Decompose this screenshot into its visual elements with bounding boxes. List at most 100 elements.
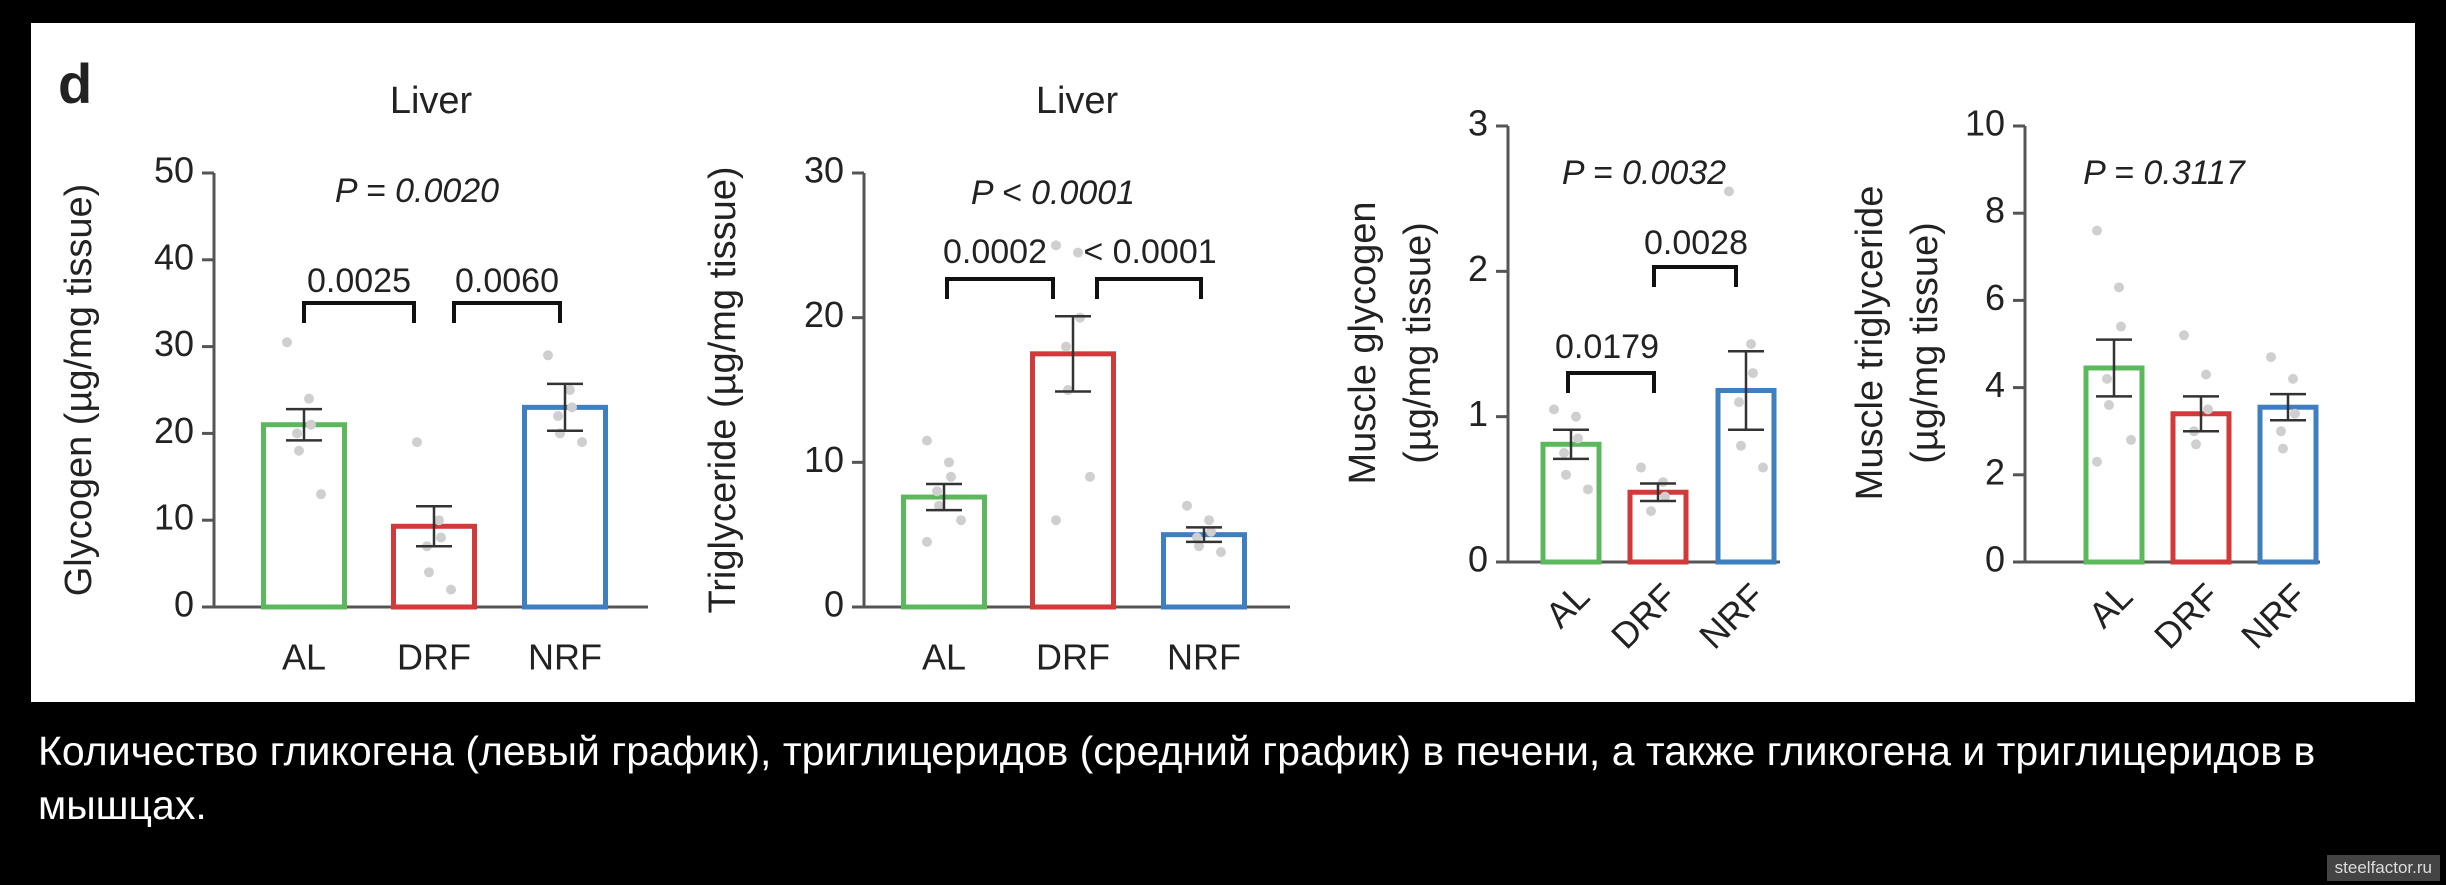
data-point [1646,506,1656,517]
data-point [1571,411,1581,422]
significance-bracket [452,301,562,323]
data-point [944,457,954,468]
data-point [2092,225,2102,236]
data-point [1658,477,1668,488]
annotation: 0.0028 [1644,224,1748,262]
data-point [543,350,553,361]
data-point [1075,312,1085,323]
data-point [294,445,304,456]
data-point [2104,400,2114,411]
data-point [567,402,577,413]
data-point [1660,491,1670,502]
data-point [1758,462,1768,473]
annotation: 0.0025 [307,262,411,300]
y-tick-label: 6 [1985,277,2005,318]
x-tick-label: AL [282,637,326,678]
data-point [2102,373,2112,384]
x-tick-label: DRF [397,637,471,678]
data-point [424,567,434,578]
data-point [1194,541,1204,552]
data-point [1061,341,1071,352]
significance-bracket [1095,277,1203,299]
y-tick-label: 40 [154,236,194,277]
data-point [1063,385,1073,395]
data-point [2092,456,2102,467]
data-point [1561,469,1571,480]
data-point [282,337,292,348]
data-point [2288,373,2298,384]
data-point [577,437,587,448]
data-point [1182,500,1192,511]
data-point [565,385,575,395]
data-point [292,428,302,439]
data-point [1206,526,1216,537]
data-point [1204,515,1214,526]
significance-bracket [945,277,1055,299]
data-point [1216,547,1226,558]
data-point [956,515,966,526]
data-point [2201,369,2211,380]
y-tick-label: 2 [1468,248,1488,289]
data-point [2126,434,2136,445]
data-point [2116,321,2126,332]
data-point [2203,404,2213,415]
annotation: P = 0.3117 [2083,154,2246,192]
y-tick-label: 3 [1468,103,1488,144]
chart-title: Liver [390,80,473,122]
caption: Количество гликогена (левый график), три… [38,728,2316,828]
data-point [922,536,932,547]
y-axis-label: Muscle triglyceride [1849,186,1891,501]
significance-bracket [302,301,416,323]
data-point [1073,247,1083,258]
y-tick-label: 1 [1468,393,1488,434]
data-point [1573,433,1583,444]
y-tick-label: 20 [154,410,194,451]
x-tick-label: NRF [528,637,602,678]
significance-bracket [1566,371,1656,393]
y-axis-label: Triglyceride (µg/mg tissue) [702,166,744,613]
data-point [1583,484,1593,495]
data-point [946,471,956,482]
bar [2170,411,2232,565]
data-point [316,489,326,500]
y-tick-label: 2 [1985,451,2005,492]
data-point [1192,532,1202,543]
significance-bracket [1652,265,1738,287]
y-tick-label: 0 [1985,539,2005,580]
data-point [434,515,444,526]
data-point [2290,408,2300,419]
data-point [934,500,944,511]
y-tick-label: 50 [154,150,194,191]
data-point [1736,440,1746,451]
annotation: 0.0060 [455,262,559,300]
data-point [1636,462,1646,473]
data-point [1549,404,1559,415]
y-tick-label: 0 [824,584,844,625]
annotation: P = 0.0032 [1562,154,1726,192]
data-point [436,532,446,543]
bar [901,494,987,610]
y-axis-label: Muscle glycogen [1342,201,1384,484]
data-point [2114,282,2124,293]
y-tick-label: 30 [154,323,194,364]
panel-label: d [58,52,92,115]
data-point [1051,240,1061,251]
bar [1161,532,1247,610]
y-tick-label: 0 [174,584,194,625]
y-tick-label: 30 [804,150,844,191]
chart-title: Liver [1036,80,1119,122]
bar [2083,365,2145,565]
data-point [932,486,942,497]
data-point [553,411,563,422]
data-point [2278,443,2288,454]
data-point [1724,186,1734,197]
y-tick-label: 0 [1468,539,1488,580]
bar [1030,351,1116,610]
y-tick-label: 8 [1985,190,2005,231]
x-tick-label: DRF [1036,637,1110,678]
data-point [1559,448,1569,458]
data-point [1051,515,1061,526]
x-tick-label: NRF [1167,637,1241,678]
y-tick-label: 10 [1965,103,2005,144]
